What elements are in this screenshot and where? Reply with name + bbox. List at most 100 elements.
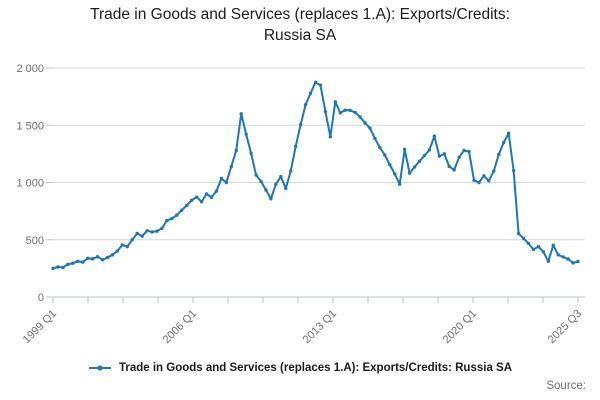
x-tick-label: 2025 Q3 [546, 308, 584, 346]
data-point [427, 148, 432, 152]
data-point [506, 131, 511, 135]
data-point [462, 148, 466, 153]
data-point [358, 115, 362, 119]
data-point [383, 153, 387, 157]
data-point [289, 169, 293, 173]
data-point [115, 249, 120, 253]
data-point [353, 110, 357, 115]
data-point [145, 229, 149, 233]
data-point [442, 152, 446, 156]
data-point [130, 238, 134, 242]
data-point [492, 169, 496, 173]
data-point [259, 179, 263, 184]
data-point [551, 243, 555, 247]
data-point [244, 132, 248, 137]
data-point [185, 203, 189, 208]
data-point [51, 266, 55, 271]
data-point [318, 83, 323, 87]
data-point [323, 109, 328, 114]
data-point [393, 172, 397, 176]
data-point [373, 136, 377, 141]
data-point [368, 126, 372, 130]
data-point [298, 122, 303, 127]
data-point [175, 213, 179, 217]
data-point [511, 168, 516, 173]
chart-title: Trade in Goods and Services (replaces 1.… [10, 5, 590, 47]
data-point [140, 234, 144, 238]
y-tick-label: 500 [26, 235, 44, 247]
data-point [224, 180, 229, 185]
chart-title-line2: Russia SA [263, 26, 337, 44]
chart-title-line1: Trade in Goods and Services (replaces 1.… [90, 6, 510, 23]
legend-marker-icon [88, 365, 111, 371]
data-point [566, 257, 570, 261]
data-point [71, 261, 75, 265]
data-point [308, 91, 313, 95]
data-point [541, 250, 546, 254]
data-point [328, 135, 333, 139]
data-point [412, 165, 417, 169]
data-point [279, 174, 283, 179]
data-point [576, 259, 580, 264]
data-point [194, 195, 199, 199]
data-point [457, 155, 461, 160]
data-point [536, 244, 541, 249]
data-point [199, 200, 204, 204]
data-point [447, 164, 451, 169]
data-point [333, 100, 338, 104]
data-point [85, 256, 90, 260]
data-point [105, 255, 110, 260]
data-point [61, 265, 65, 270]
x-tick-label: 1999 Q1 [21, 308, 59, 346]
data-point [313, 80, 318, 85]
data-point [274, 182, 278, 186]
data-point [204, 192, 209, 196]
source-label: Source: [546, 380, 586, 392]
data-point [546, 259, 550, 263]
data-point [303, 102, 308, 107]
x-tick-label: 2013 Q1 [301, 308, 339, 346]
data-point [531, 247, 536, 252]
y-tick-label: 1 500 [16, 120, 44, 132]
data-point [249, 151, 253, 155]
data-point [516, 231, 521, 236]
data-point [189, 198, 194, 202]
data-point [526, 241, 531, 246]
data-point [338, 111, 342, 115]
y-tick-label: 2 000 [16, 63, 44, 75]
data-point [482, 174, 486, 178]
data-point [422, 153, 427, 158]
data-point [155, 229, 159, 233]
data-point [407, 171, 412, 175]
data-point [100, 258, 105, 262]
data-point [239, 112, 243, 116]
data-point [497, 152, 501, 157]
data-point [170, 216, 174, 221]
data-point [269, 197, 273, 201]
data-point [76, 259, 80, 263]
data-point [467, 149, 471, 154]
data-point [219, 176, 224, 181]
plot-svg: 0 500 1 000 1 500 2 000 1999 Q1 2006 Q1 2013 Q1… [16, 63, 585, 346]
data-point [56, 265, 60, 269]
legend[interactable]: Trade in Goods and Services (replaces 1.… [0, 362, 600, 374]
data-point [293, 144, 298, 149]
data-point [120, 243, 125, 247]
data-point [110, 253, 115, 257]
y-tick-label: 0 [38, 292, 44, 304]
data-point [521, 236, 526, 241]
data-point [234, 148, 238, 153]
plot-root: 0 500 1 000 1 500 2 000 1999 Q1 2006 Q1 2013 Q1… [16, 63, 585, 346]
data-point [264, 188, 268, 192]
data-point [284, 186, 288, 191]
data-point [214, 189, 219, 193]
data-point [363, 121, 367, 125]
data-point [571, 261, 575, 265]
x-tick-label: 2006 Q1 [161, 308, 199, 346]
data-point [437, 154, 442, 158]
data-point [348, 108, 352, 113]
data-point [432, 134, 437, 138]
data-point [417, 159, 422, 164]
data-point [180, 208, 184, 212]
data-point [160, 226, 164, 230]
